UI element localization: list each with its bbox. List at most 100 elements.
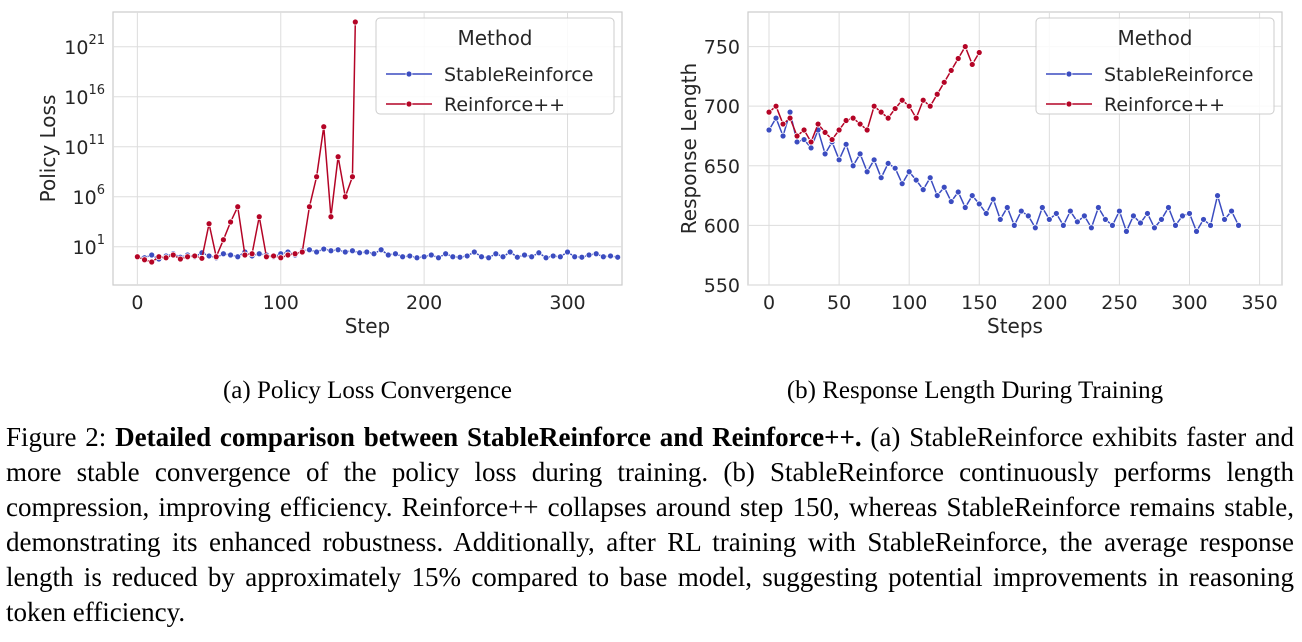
y-tick-label: 106 xyxy=(73,183,105,209)
y-tick-label: 750 xyxy=(704,37,740,59)
data-point xyxy=(807,144,815,152)
data-point xyxy=(1003,204,1011,211)
data-point xyxy=(184,253,191,261)
data-point xyxy=(772,102,780,110)
data-point xyxy=(975,49,983,56)
data-point xyxy=(499,253,507,261)
x-tick-label: 250 xyxy=(1101,292,1137,314)
data-point xyxy=(607,252,614,260)
data-point xyxy=(1165,204,1172,211)
data-point xyxy=(356,249,364,257)
data-point xyxy=(377,246,385,254)
data-point xyxy=(800,126,808,134)
data-point xyxy=(291,250,299,258)
data-point xyxy=(141,256,148,264)
subfigure-caption: (a) Policy Loss Convergence xyxy=(223,377,512,404)
data-point xyxy=(162,254,170,262)
data-point xyxy=(485,254,493,262)
data-point xyxy=(891,105,899,112)
data-point xyxy=(1024,212,1032,220)
data-point xyxy=(856,120,864,128)
caption-label: Figure 2: xyxy=(6,422,107,452)
tick-base: 10 xyxy=(73,237,97,259)
data-point xyxy=(835,126,843,134)
x-tick-label: 0 xyxy=(763,292,775,314)
data-point xyxy=(1080,212,1088,220)
legend-marker xyxy=(405,100,413,108)
data-point xyxy=(349,247,356,255)
data-point xyxy=(1031,224,1039,232)
data-point xyxy=(392,250,399,258)
data-point xyxy=(1116,207,1123,215)
data-point xyxy=(849,162,857,170)
x-tick-label: 100 xyxy=(891,292,927,314)
data-point xyxy=(341,248,349,256)
data-point xyxy=(155,253,163,261)
data-point xyxy=(313,173,321,181)
data-point xyxy=(220,236,227,244)
data-point xyxy=(1087,224,1095,232)
figure-caption: Figure 2: Detailed comparison between St… xyxy=(6,420,1294,630)
data-point xyxy=(234,253,242,261)
legend-marker xyxy=(1065,70,1073,78)
data-point xyxy=(1052,210,1060,217)
data-point xyxy=(492,250,500,258)
data-point xyxy=(884,114,892,122)
y-tick-label: 650 xyxy=(704,156,740,178)
data-point xyxy=(1109,221,1116,229)
data-point xyxy=(535,249,543,257)
data-point xyxy=(912,176,920,184)
data-point xyxy=(1130,212,1137,220)
data-point xyxy=(877,108,885,116)
data-point xyxy=(592,250,600,258)
data-point xyxy=(205,252,213,260)
data-point xyxy=(191,252,199,260)
data-point xyxy=(334,153,342,161)
data-point xyxy=(1059,221,1067,229)
data-point xyxy=(449,253,457,261)
data-point xyxy=(513,253,521,261)
data-point xyxy=(248,250,256,258)
data-point xyxy=(772,114,780,122)
data-point xyxy=(968,192,976,199)
data-point xyxy=(961,43,969,50)
data-point xyxy=(933,192,941,199)
data-point xyxy=(1102,216,1109,223)
data-point xyxy=(1193,227,1200,235)
data-point xyxy=(821,150,829,158)
data-point xyxy=(1214,192,1221,199)
data-point xyxy=(528,253,536,261)
x-tick-label: 50 xyxy=(827,292,851,314)
x-tick-label: 300 xyxy=(549,292,585,314)
data-point xyxy=(779,120,787,128)
data-point xyxy=(205,220,213,228)
data-point xyxy=(571,253,579,261)
x-tick-label: 100 xyxy=(263,292,299,314)
data-point xyxy=(1010,221,1018,229)
data-point xyxy=(456,253,464,261)
data-point xyxy=(406,252,414,260)
data-point xyxy=(1137,219,1144,227)
data-point xyxy=(870,156,878,164)
data-point xyxy=(905,102,913,110)
data-point xyxy=(1151,224,1158,232)
data-point xyxy=(786,114,794,122)
data-point xyxy=(399,253,407,261)
data-point xyxy=(1123,227,1130,235)
y-tick-label: 1021 xyxy=(64,33,105,59)
data-point xyxy=(1158,216,1165,223)
data-point xyxy=(968,61,976,68)
data-point xyxy=(599,253,607,261)
data-point xyxy=(814,120,822,128)
data-point xyxy=(1073,218,1081,226)
data-point xyxy=(1186,210,1193,217)
data-point xyxy=(947,67,955,74)
data-point xyxy=(786,108,794,116)
data-point xyxy=(933,90,941,98)
subfigure-caption: (b) Response Length During Training xyxy=(787,377,1164,404)
data-point xyxy=(169,251,177,259)
x-axis-label: Step xyxy=(345,314,391,338)
data-point xyxy=(564,248,571,256)
data-point xyxy=(341,193,349,201)
data-point xyxy=(1235,221,1242,229)
